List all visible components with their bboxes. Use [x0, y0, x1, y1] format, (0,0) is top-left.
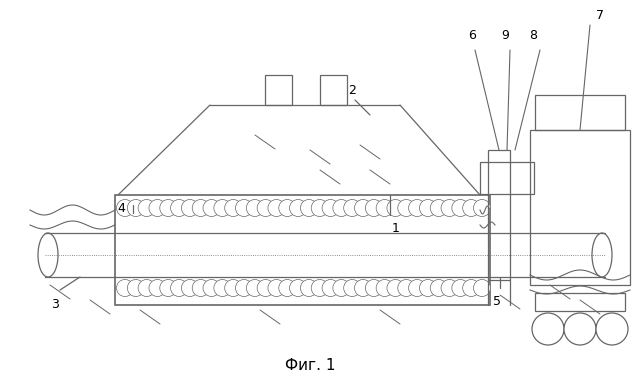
- Circle shape: [564, 313, 596, 345]
- Circle shape: [463, 200, 480, 217]
- Text: 9: 9: [501, 29, 509, 42]
- Circle shape: [203, 200, 220, 217]
- Circle shape: [225, 200, 242, 217]
- Circle shape: [408, 200, 426, 217]
- Bar: [488, 150, 510, 280]
- Circle shape: [474, 200, 490, 217]
- Circle shape: [463, 280, 480, 296]
- Circle shape: [289, 200, 307, 217]
- Circle shape: [116, 280, 134, 296]
- Circle shape: [127, 280, 144, 296]
- Circle shape: [214, 280, 231, 296]
- Circle shape: [149, 280, 166, 296]
- Circle shape: [311, 200, 328, 217]
- Circle shape: [279, 280, 296, 296]
- Bar: [535, 95, 625, 130]
- Text: 2: 2: [348, 84, 356, 97]
- Bar: [530, 130, 630, 285]
- Text: 4: 4: [117, 201, 125, 214]
- Circle shape: [376, 280, 393, 296]
- Text: 3: 3: [51, 298, 59, 311]
- Text: 5: 5: [493, 295, 501, 308]
- Circle shape: [452, 200, 469, 217]
- Circle shape: [300, 280, 317, 296]
- Ellipse shape: [592, 233, 612, 277]
- Circle shape: [365, 280, 382, 296]
- Circle shape: [181, 280, 198, 296]
- Circle shape: [171, 200, 188, 217]
- Circle shape: [138, 200, 155, 217]
- Circle shape: [322, 280, 339, 296]
- Circle shape: [398, 280, 415, 296]
- Bar: [480, 162, 534, 194]
- Circle shape: [355, 200, 371, 217]
- Circle shape: [452, 280, 469, 296]
- Circle shape: [236, 200, 253, 217]
- Circle shape: [344, 280, 361, 296]
- Circle shape: [333, 280, 350, 296]
- Circle shape: [596, 313, 628, 345]
- Circle shape: [192, 280, 209, 296]
- Text: 7: 7: [596, 9, 604, 22]
- Circle shape: [322, 200, 339, 217]
- Circle shape: [214, 200, 231, 217]
- Circle shape: [149, 200, 166, 217]
- Circle shape: [430, 280, 447, 296]
- Circle shape: [376, 200, 393, 217]
- Circle shape: [160, 280, 177, 296]
- Text: 6: 6: [468, 29, 476, 42]
- Ellipse shape: [38, 233, 58, 277]
- Text: 1: 1: [392, 222, 400, 235]
- Circle shape: [387, 200, 404, 217]
- Circle shape: [441, 280, 458, 296]
- Circle shape: [246, 200, 263, 217]
- Circle shape: [300, 200, 317, 217]
- Circle shape: [257, 280, 274, 296]
- Circle shape: [225, 280, 242, 296]
- Circle shape: [355, 280, 371, 296]
- Circle shape: [257, 200, 274, 217]
- Circle shape: [246, 280, 263, 296]
- Circle shape: [311, 280, 328, 296]
- Circle shape: [279, 200, 296, 217]
- Circle shape: [116, 200, 134, 217]
- Circle shape: [419, 280, 436, 296]
- Circle shape: [127, 200, 144, 217]
- Text: 8: 8: [529, 29, 537, 42]
- Circle shape: [171, 280, 188, 296]
- Circle shape: [138, 280, 155, 296]
- Circle shape: [430, 200, 447, 217]
- Bar: [535, 293, 625, 311]
- Circle shape: [160, 200, 177, 217]
- Circle shape: [419, 200, 436, 217]
- Circle shape: [532, 313, 564, 345]
- Circle shape: [289, 280, 307, 296]
- Circle shape: [441, 200, 458, 217]
- Circle shape: [181, 200, 198, 217]
- Circle shape: [474, 280, 490, 296]
- Circle shape: [333, 200, 350, 217]
- Circle shape: [268, 200, 285, 217]
- Circle shape: [192, 200, 209, 217]
- Circle shape: [365, 200, 382, 217]
- Circle shape: [387, 280, 404, 296]
- Bar: [115, 195, 490, 305]
- Circle shape: [344, 200, 361, 217]
- Circle shape: [268, 280, 285, 296]
- Bar: [265, 75, 292, 105]
- Circle shape: [408, 280, 426, 296]
- Text: Фиг. 1: Фиг. 1: [285, 358, 335, 372]
- Circle shape: [203, 280, 220, 296]
- Circle shape: [236, 280, 253, 296]
- Bar: [320, 75, 347, 105]
- Circle shape: [398, 200, 415, 217]
